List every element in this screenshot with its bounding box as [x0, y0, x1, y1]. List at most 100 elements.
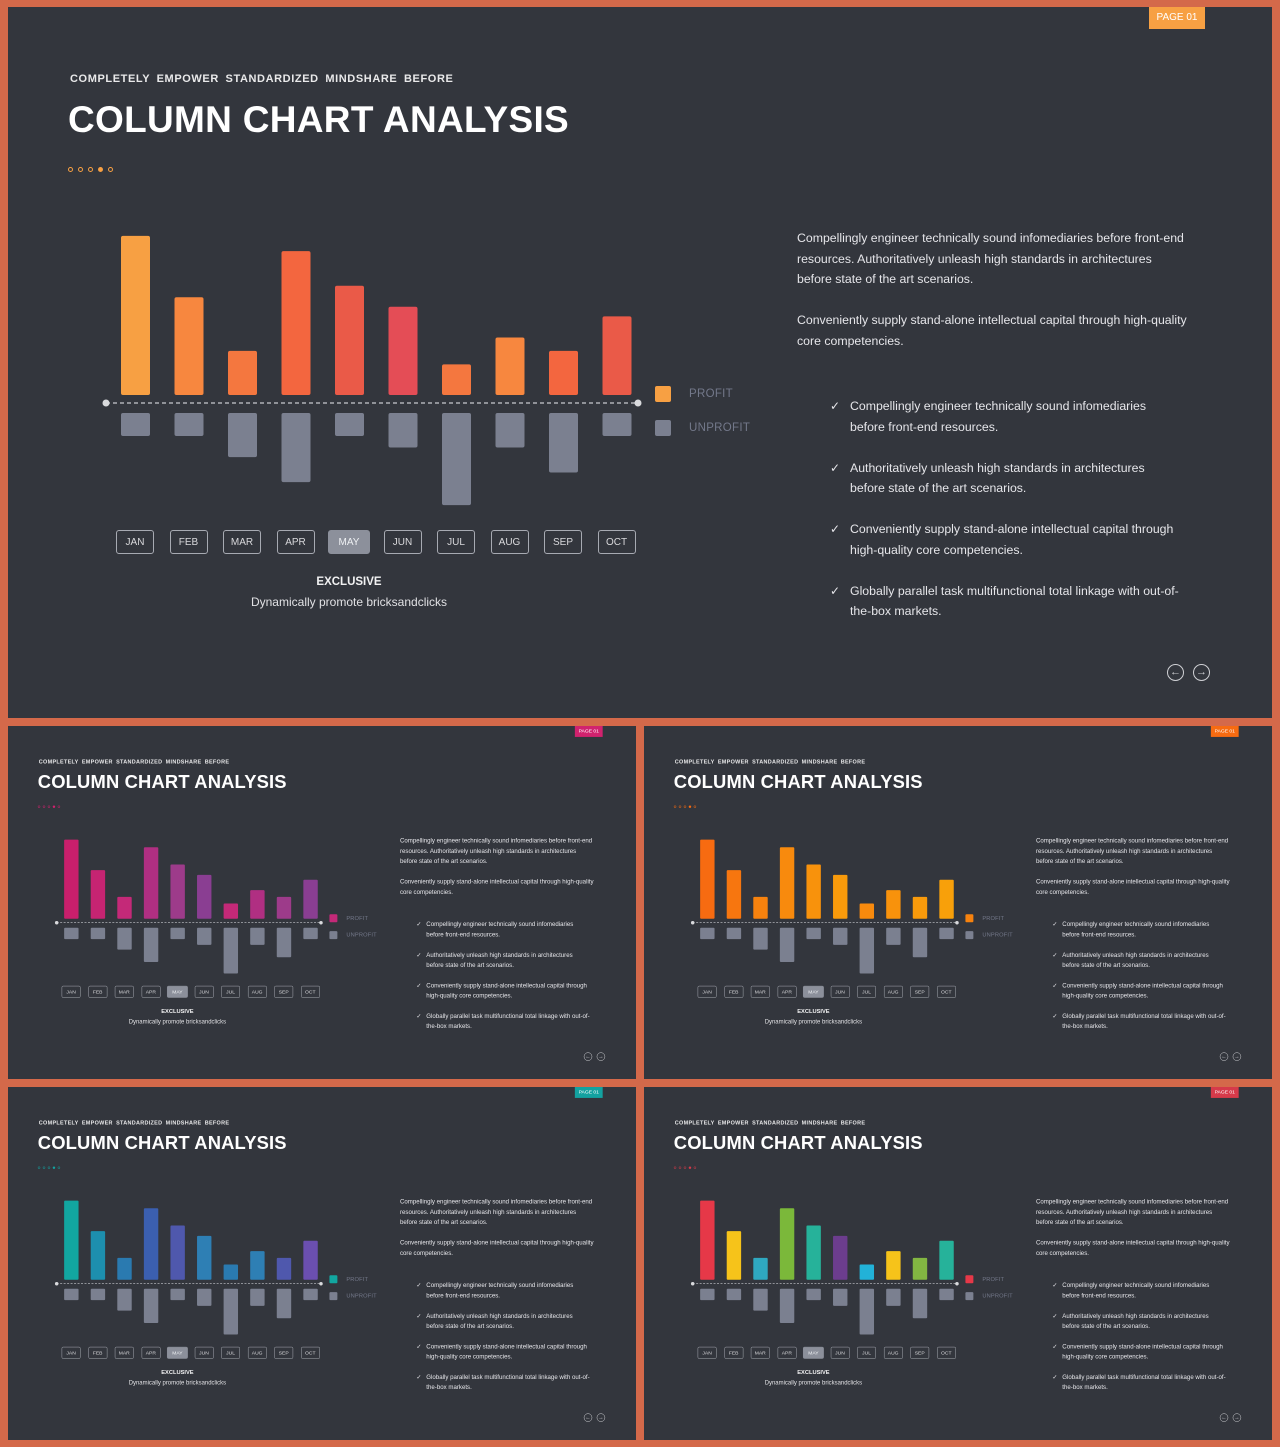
- progress-dot: [37, 1166, 41, 1169]
- month-chip-aug[interactable]: AUG: [883, 1346, 903, 1359]
- month-chip-aug[interactable]: AUG: [247, 985, 267, 998]
- month-chip-apr[interactable]: APR: [141, 1346, 161, 1359]
- month-chip-aug[interactable]: AUG: [490, 530, 529, 554]
- month-chip-jul[interactable]: JUL: [857, 985, 877, 998]
- legend-item-unprofit: UNPROFIT: [329, 927, 377, 944]
- month-chip-sep[interactable]: SEP: [544, 530, 582, 554]
- baseline-start-dot: [690, 1281, 695, 1286]
- month-chip-jul[interactable]: JUL: [221, 985, 241, 998]
- legend-item-profit: PROFIT: [965, 910, 1012, 927]
- slide-thumbnail-orange[interactable]: PAGE 01 COMPLETELY EMPOWER STANDARDIZED …: [644, 726, 1272, 1079]
- legend-swatch-profit: [329, 1275, 338, 1284]
- prev-arrow-icon[interactable]: ←: [1219, 1413, 1229, 1422]
- legend-label-unprofit: UNPROFIT: [689, 422, 751, 434]
- month-chip-jul[interactable]: JUL: [857, 1346, 877, 1359]
- progress-dot: [678, 1166, 682, 1169]
- legend-label-profit: PROFIT: [346, 915, 369, 922]
- next-arrow-icon[interactable]: →: [1193, 664, 1210, 681]
- month-chip-may[interactable]: MAY: [166, 985, 188, 998]
- unprofit-bar-apr: [779, 927, 795, 963]
- next-arrow-icon[interactable]: →: [596, 1052, 606, 1061]
- month-chip-oct[interactable]: OCT: [300, 1346, 320, 1359]
- prev-arrow-icon[interactable]: ←: [583, 1052, 593, 1061]
- month-chip-may[interactable]: MAY: [328, 530, 370, 554]
- month-chip-jan[interactable]: JAN: [61, 985, 81, 998]
- month-chip-feb[interactable]: FEB: [724, 1346, 744, 1359]
- profit-bar-aug: [886, 890, 901, 919]
- progress-dot-active: [52, 805, 56, 808]
- month-chip-jan[interactable]: JAN: [697, 985, 717, 998]
- prev-arrow-icon[interactable]: ←: [583, 1413, 593, 1422]
- month-chip-mar[interactable]: MAR: [750, 985, 770, 998]
- page-badge: PAGE 01: [1210, 1087, 1239, 1098]
- bullet-text: Compellingly engineer technically sound …: [850, 399, 1146, 434]
- slide-main[interactable]: PAGE 01 COMPLETELY EMPOWER STANDARDIZED …: [8, 7, 1272, 718]
- profit-bar-jul: [223, 903, 239, 919]
- progress-dot-active: [688, 1166, 692, 1169]
- month-chip-may[interactable]: MAY: [802, 985, 824, 998]
- month-chip-apr[interactable]: APR: [276, 530, 315, 554]
- month-chip-apr[interactable]: APR: [777, 985, 797, 998]
- month-chip-jul[interactable]: JUL: [221, 1346, 241, 1359]
- progress-dot: [37, 805, 41, 808]
- bullet-text: Conveniently supply stand-alone intellec…: [426, 1342, 587, 1360]
- month-chip-sep[interactable]: SEP: [910, 985, 930, 998]
- month-chip-mar[interactable]: MAR: [114, 985, 134, 998]
- month-chip-oct[interactable]: OCT: [597, 530, 636, 554]
- exclusive-title: EXCLUSIVE: [161, 1008, 194, 1015]
- bullet-list: ✓ Compellingly engineer technically sound…: [830, 396, 1180, 642]
- month-chip-feb[interactable]: FEB: [88, 985, 108, 998]
- unprofit-bar-aug: [495, 413, 525, 448]
- unprofit-bar-oct: [303, 1288, 318, 1301]
- next-arrow-icon[interactable]: →: [1232, 1413, 1242, 1422]
- month-chip-jun[interactable]: JUN: [830, 1346, 850, 1359]
- month-chip-jun[interactable]: JUN: [194, 985, 214, 998]
- slide-kicker: COMPLETELY EMPOWER STANDARDIZED MINDSHAR…: [38, 758, 230, 765]
- month-chip-aug[interactable]: AUG: [247, 1346, 267, 1359]
- prev-arrow-icon[interactable]: ←: [1167, 664, 1184, 681]
- month-chip-feb[interactable]: FEB: [169, 530, 208, 554]
- month-chip-oct[interactable]: OCT: [936, 985, 956, 998]
- month-selector: JAN FEB MAR APR MAY JUN JUL AUG SEP OCT: [61, 1346, 321, 1360]
- month-chip-jun[interactable]: JUN: [383, 530, 422, 554]
- month-chip-jan[interactable]: JAN: [61, 1346, 81, 1359]
- month-chip-sep[interactable]: SEP: [274, 985, 294, 998]
- month-chip-jan[interactable]: JAN: [697, 1346, 717, 1359]
- month-chip-aug[interactable]: AUG: [883, 985, 903, 998]
- unprofit-bar-aug: [250, 1288, 265, 1306]
- month-chip-apr[interactable]: APR: [777, 1346, 797, 1359]
- month-chip-feb[interactable]: FEB: [88, 1346, 108, 1359]
- prev-arrow-icon[interactable]: ←: [1219, 1052, 1229, 1061]
- profit-bar-oct: [303, 879, 318, 919]
- profit-bar-sep: [912, 1257, 928, 1280]
- next-arrow-icon[interactable]: →: [1232, 1052, 1242, 1061]
- next-arrow-icon[interactable]: →: [596, 1413, 606, 1422]
- month-chip-apr[interactable]: APR: [141, 985, 161, 998]
- month-chip-sep[interactable]: SEP: [910, 1346, 930, 1359]
- month-chip-feb[interactable]: FEB: [724, 985, 744, 998]
- profit-bar-aug: [495, 337, 525, 395]
- bullet-text: Conveniently supply stand-alone intellec…: [1062, 1342, 1223, 1360]
- legend-swatch-profit: [965, 914, 974, 923]
- bullet-text: Authoritatively unleash high standards i…: [1062, 951, 1209, 969]
- month-chip-jul[interactable]: JUL: [437, 530, 475, 554]
- month-chip-jan[interactable]: JAN: [116, 530, 154, 554]
- unprofit-bar-jan: [700, 927, 715, 940]
- month-chip-may[interactable]: MAY: [802, 1346, 824, 1359]
- bullet-item: ✓ Conveniently supply stand-alone intelle…: [416, 1341, 590, 1361]
- month-chip-oct[interactable]: OCT: [936, 1346, 956, 1359]
- month-chip-sep[interactable]: SEP: [274, 1346, 294, 1359]
- month-chip-mar[interactable]: MAR: [223, 530, 261, 554]
- bullet-item: ✓ Conveniently supply stand-alone intelle…: [830, 519, 1180, 560]
- month-chip-mar[interactable]: MAR: [114, 1346, 134, 1359]
- slide-thumbnail-teal[interactable]: PAGE 01 COMPLETELY EMPOWER STANDARDIZED …: [8, 1087, 636, 1440]
- slide-thumbnail-multicolor[interactable]: PAGE 01 COMPLETELY EMPOWER STANDARDIZED …: [644, 1087, 1272, 1440]
- profit-bar-may: [170, 1225, 185, 1280]
- slide-thumbnail-magenta[interactable]: PAGE 01 COMPLETELY EMPOWER STANDARDIZED …: [8, 726, 636, 1079]
- slide-content: PAGE 01 COMPLETELY EMPOWER STANDARDIZED …: [8, 726, 636, 1079]
- month-chip-jun[interactable]: JUN: [830, 985, 850, 998]
- month-chip-may[interactable]: MAY: [166, 1346, 188, 1359]
- month-chip-jun[interactable]: JUN: [194, 1346, 214, 1359]
- month-chip-mar[interactable]: MAR: [750, 1346, 770, 1359]
- month-chip-oct[interactable]: OCT: [300, 985, 320, 998]
